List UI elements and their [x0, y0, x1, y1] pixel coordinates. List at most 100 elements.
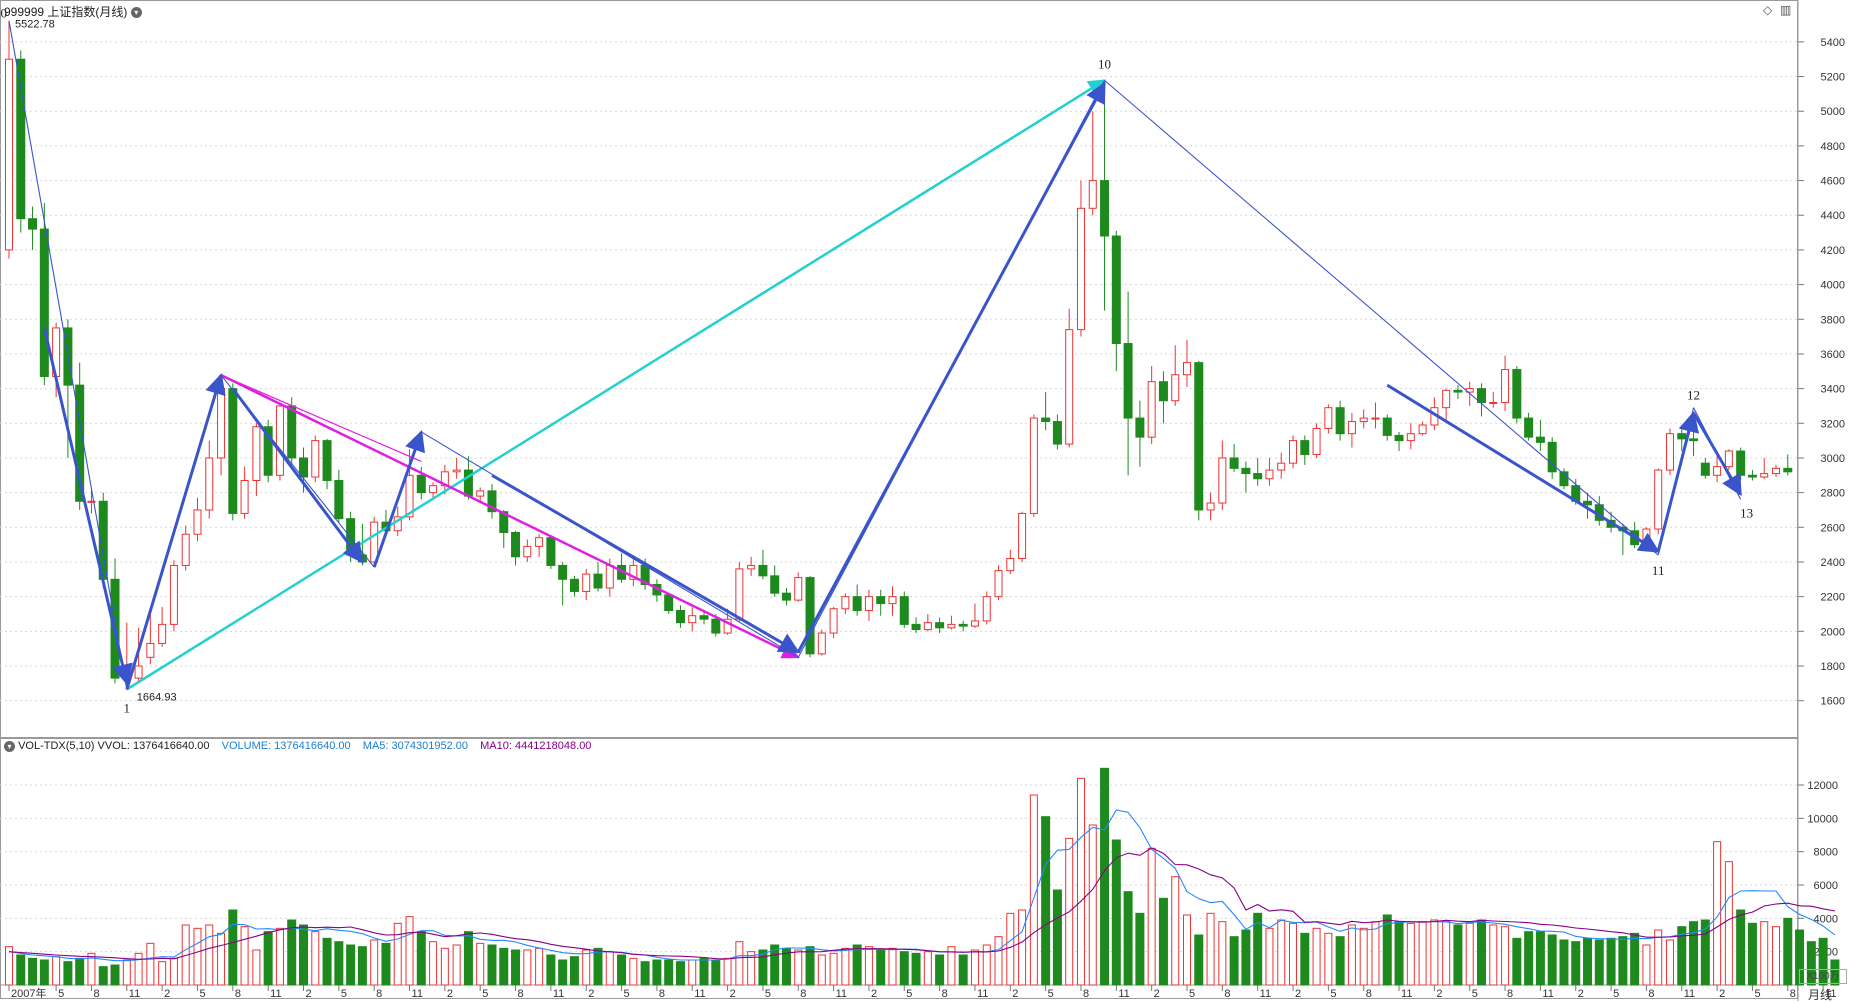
candle-down — [1111, 235, 1121, 345]
volume-bar — [393, 922, 402, 986]
volume-bar — [994, 936, 1003, 986]
candle-up — [1312, 427, 1321, 455]
x-tick-label: 5 — [1472, 988, 1478, 1000]
wave-lines — [8, 20, 1742, 690]
candle-up — [794, 577, 803, 601]
candle-up — [523, 545, 532, 558]
volume-bar — [876, 949, 886, 986]
price-y-tick-label: 2600 — [1821, 522, 1845, 534]
candle-down — [511, 531, 521, 558]
volume-bar — [1700, 919, 1710, 986]
candle-down — [852, 596, 862, 612]
volume-bar — [134, 952, 143, 986]
volume-bar — [582, 949, 591, 986]
x-tick-label: 2 — [1719, 988, 1725, 1000]
panel-toggle-icon[interactable]: ▥ — [1780, 3, 1792, 17]
price-y-tick-label: 4000 — [1821, 280, 1845, 292]
volume-bar — [1559, 939, 1569, 986]
price-y-tick-label: 2800 — [1821, 488, 1845, 500]
wave-line — [8, 20, 128, 690]
candle-up — [1018, 512, 1027, 560]
volume-bar — [1547, 934, 1557, 986]
volume-bar — [864, 946, 873, 986]
volume-bar — [275, 927, 284, 986]
volume-bar — [240, 926, 249, 986]
period-label[interactable]: 月线 — [1808, 988, 1833, 1002]
candle-up — [5, 58, 13, 251]
volume-bar — [1630, 932, 1640, 986]
volume-bar — [1524, 931, 1534, 986]
volume-bar — [1465, 922, 1474, 986]
indicator-ma5: MA5: 3074301952.00 — [362, 740, 468, 752]
channel-lines — [126, 79, 1107, 691]
candle-up — [1760, 473, 1769, 478]
candle-down — [711, 618, 721, 634]
x-tick-label: 2 — [306, 988, 312, 1000]
candle-down — [1194, 362, 1204, 511]
indicator-volume: VOLUME: 1376416640.00 — [221, 740, 351, 752]
volume-bar — [1442, 921, 1451, 986]
candle-down — [911, 623, 921, 631]
candle-up — [1206, 502, 1215, 511]
x-tick-label: 5 — [341, 988, 347, 1000]
diamond-icon[interactable]: ◇ — [1763, 3, 1773, 17]
candle-up — [169, 564, 178, 625]
volume-bar — [1335, 936, 1345, 986]
candle-down — [299, 457, 308, 478]
volume-bar — [1088, 824, 1097, 986]
candle-down — [699, 615, 709, 620]
volume-bar — [1512, 937, 1522, 986]
volume-bar — [1760, 921, 1769, 986]
volume-bar — [1052, 889, 1062, 986]
volume-bar — [122, 959, 131, 986]
chevron-down-icon[interactable]: ▾ — [130, 7, 142, 19]
candle-up — [452, 469, 461, 473]
candle-up — [1171, 374, 1180, 402]
volume-y-tick-label: 8000 — [1814, 847, 1838, 859]
price-y-tick-label: 5000 — [1821, 106, 1845, 118]
volume-bar — [675, 961, 685, 986]
volume-bar — [1300, 932, 1310, 986]
candle-up — [1218, 457, 1227, 504]
candle-up — [1665, 433, 1674, 471]
candle-up — [1183, 362, 1191, 376]
volume-bar — [1253, 912, 1263, 986]
candle-up — [841, 596, 850, 610]
candle-down — [263, 426, 273, 476]
channel-line — [126, 79, 1107, 691]
volume-bar — [1477, 919, 1486, 986]
x-tick-label: 11 — [977, 988, 988, 1000]
candle-up — [947, 623, 956, 629]
chevron-down-icon[interactable]: ▾ — [4, 740, 15, 752]
candle-up — [311, 440, 320, 478]
channel-line — [220, 373, 800, 659]
volume-bar — [263, 931, 273, 986]
volume-bar — [252, 949, 261, 986]
indicator-name[interactable]: VOL-TDX(5,10) — [18, 740, 95, 752]
x-tick-label: 11 — [694, 988, 705, 1000]
candle-up — [1065, 329, 1074, 445]
wave-label: 1 — [124, 700, 131, 715]
candle-up — [240, 479, 249, 514]
candle-up — [864, 596, 873, 612]
volume-bar — [852, 944, 862, 986]
candle-down — [1335, 407, 1345, 435]
candle-down — [487, 490, 497, 513]
price-y-tick-label: 3600 — [1821, 349, 1845, 361]
volume-bar — [1677, 926, 1687, 986]
wave-arrow — [42, 327, 133, 686]
volume-bar — [758, 949, 768, 986]
volume-bar — [699, 957, 709, 986]
candle-down — [1253, 473, 1263, 480]
volume-bar — [357, 946, 367, 986]
candle-down — [16, 58, 26, 220]
volume-bar — [476, 942, 485, 986]
volume-bar — [652, 959, 662, 986]
volume-bar — [1382, 914, 1392, 986]
volume-bar — [617, 954, 627, 986]
x-tick-label: 8 — [518, 988, 524, 1000]
x-tick-label: 8 — [1648, 988, 1654, 1000]
x-tick-label: 5 — [1613, 988, 1619, 1000]
candle-up — [1147, 381, 1156, 438]
volume-bar — [1654, 929, 1663, 986]
